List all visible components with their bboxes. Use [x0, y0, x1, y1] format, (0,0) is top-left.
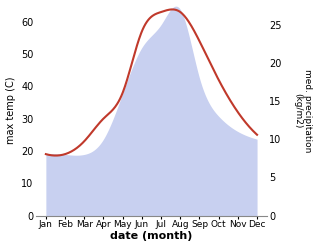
Y-axis label: max temp (C): max temp (C) [5, 77, 16, 144]
Y-axis label: med. precipitation
(kg/m2): med. precipitation (kg/m2) [293, 69, 313, 152]
X-axis label: date (month): date (month) [110, 231, 193, 242]
